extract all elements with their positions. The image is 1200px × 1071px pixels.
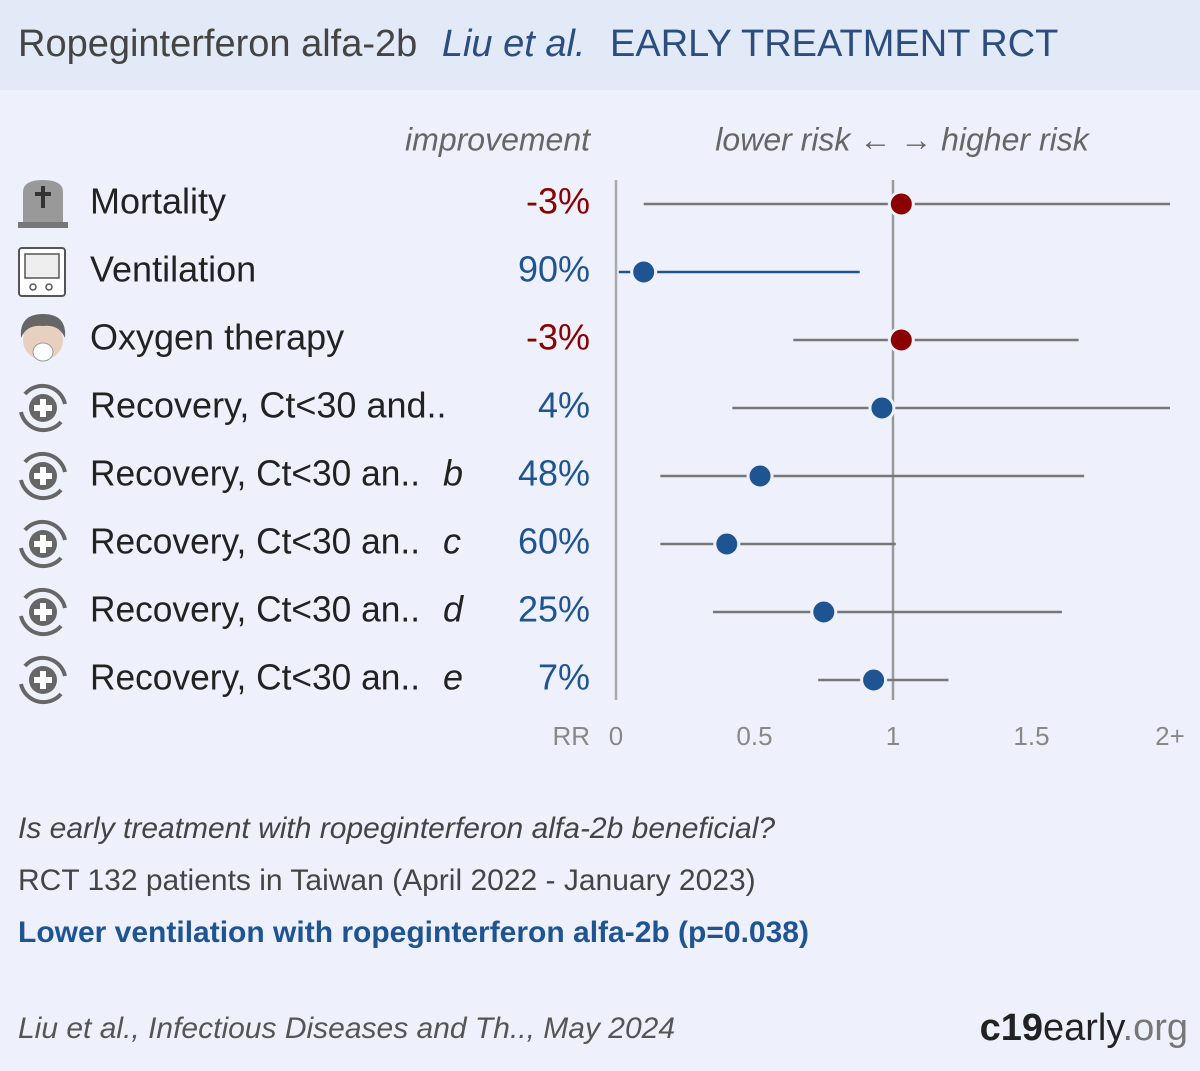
knob-icon [29,283,37,291]
cross-icon [35,186,51,208]
row-label: Recovery, Ct<30 an.. [90,453,420,494]
row-icon [19,451,67,501]
improvement-label: 48% [518,453,590,494]
logo: c19early.org [980,1007,1188,1049]
x-tick-label: 1.5 [1013,721,1049,751]
x-tick-label: 2+ [1155,721,1185,751]
row-icon [19,383,67,433]
row-label: Ventilation [90,249,256,290]
drug: Ropeginterferon alfa-2b [18,23,417,65]
x-tick-label: 1 [886,721,900,751]
row-suffix: c [443,521,461,562]
row-icon [19,519,67,569]
authors: Liu et al. [442,23,586,65]
point-estimate [860,666,888,694]
row-suffix: b [443,453,463,494]
study: RCT 132 patients in Taiwan (April 2022 -… [18,864,756,897]
row-label: Recovery, Ct<30 and.. [90,385,447,426]
header-band [0,0,1200,90]
x-tick-label: 0.5 [736,721,772,751]
cycle-icon [19,587,67,637]
point-estimate [887,190,915,218]
improvement-label: -3% [526,317,590,358]
row-label: Oxygen therapy [90,317,344,358]
plus-icon [34,535,52,553]
logo-part: early [1043,1007,1125,1049]
plot-area [618,190,1170,694]
conclusion: Lower ventilation with ropeginterferon a… [18,916,809,949]
hair-icon [20,314,66,338]
point-estimate [887,326,915,354]
mask-icon [32,342,54,362]
x-tick-label: 0 [609,721,623,751]
point-estimate [810,598,838,626]
question: Is early treatment with ropeginterferon … [18,812,775,845]
logo-part: c19 [980,1007,1043,1049]
citation: Liu et al., Infectious Diseases and Th..… [18,1012,675,1045]
point-estimate [868,394,896,422]
point-estimate [713,530,741,558]
base-icon [18,222,68,228]
point-estimate [746,462,774,490]
cycle-icon [19,519,67,569]
row-label: Recovery, Ct<30 an.. [90,589,420,630]
improvement-label: 25% [518,589,590,630]
improvement-label: -3% [526,181,590,222]
row-icon [19,587,67,637]
row-suffix: e [443,657,463,698]
point-estimate [630,258,658,286]
subtitle: EARLY TREATMENT RCT [610,23,1058,65]
screen-icon [24,253,60,279]
plus-icon [34,603,52,621]
row-suffix: d [443,589,464,630]
improvement-label: 60% [518,521,590,562]
cycle-icon [19,655,67,705]
row-icon [18,180,68,228]
improvement-label: 90% [518,249,590,290]
logo-part: .org [1123,1007,1188,1049]
title: Ropeginterferon alfa-2b Liu et al. EARLY… [18,23,1058,65]
improvement-header: improvement [405,121,591,157]
cycle-icon [19,383,67,433]
cycle-icon [19,451,67,501]
row-icon [19,655,67,705]
row-icon [18,247,66,297]
row-label: Recovery, Ct<30 an.. [90,521,420,562]
plus-icon [34,467,52,485]
x-axis-label: RR [552,721,590,751]
plus-icon [34,399,52,417]
row-label: Recovery, Ct<30 an.. [90,657,420,698]
row-icon [20,314,66,362]
plus-icon [34,671,52,689]
knob-icon [45,283,53,291]
improvement-label: 4% [538,385,590,426]
risk-header: lower risk ← → higher risk [715,121,1090,157]
row-label: Mortality [90,181,226,222]
improvement-label: 7% [538,657,590,698]
